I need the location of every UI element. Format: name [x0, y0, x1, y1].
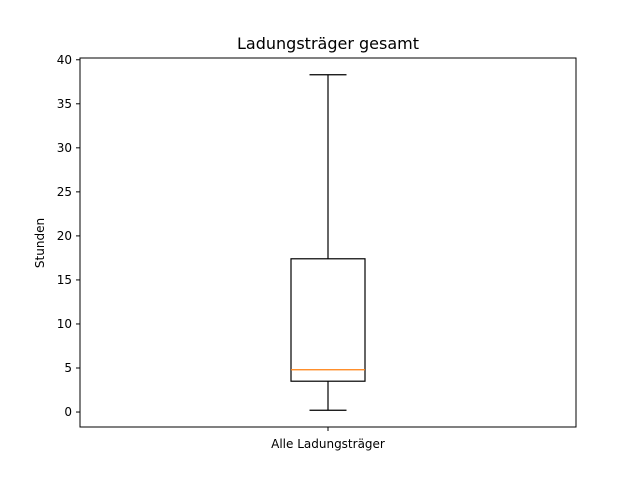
plot-frame [79, 57, 577, 428]
y-axis-label: Stunden [33, 218, 47, 268]
y-tick-label: 5 [64, 361, 72, 375]
chart-title: Ladungsträger gesamt [237, 34, 419, 53]
y-tick-label: 35 [57, 97, 72, 111]
box-iqr [290, 258, 366, 382]
y-tick-label: 30 [57, 141, 72, 155]
y-tick-label: 25 [57, 185, 72, 199]
y-tick-label: 0 [64, 405, 72, 419]
y-tick-label: 15 [57, 273, 72, 287]
y-tick-label: 20 [57, 229, 72, 243]
x-tick-label: Alle Ladungsträger [271, 437, 385, 451]
plot-area: 0 5 10 15 20 25 30 35 40 Alle Ladungsträger [57, 53, 385, 451]
y-tick-label: 10 [57, 317, 72, 331]
y-tick-label: 40 [57, 53, 72, 67]
